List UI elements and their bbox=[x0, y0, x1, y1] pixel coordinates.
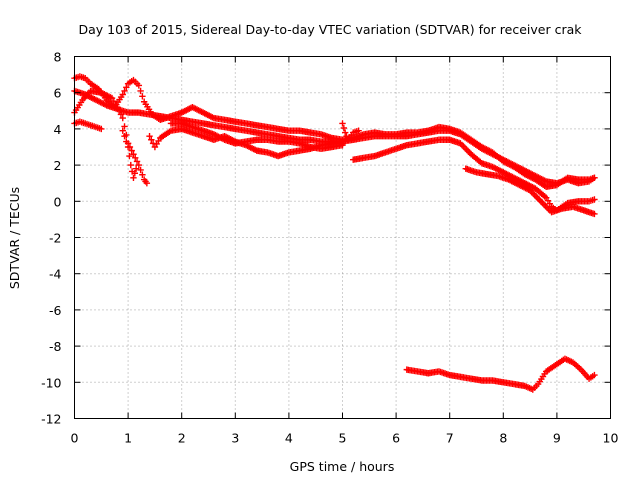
series-track-b bbox=[71, 73, 598, 191]
y-tick-label: -6 bbox=[49, 303, 62, 318]
x-tick-label: 0 bbox=[71, 431, 79, 446]
data-point bbox=[124, 143, 132, 151]
y-tick-label: -8 bbox=[49, 339, 62, 354]
data-point bbox=[115, 107, 123, 114]
x-tick-label: 2 bbox=[178, 431, 186, 446]
y-tick-label: 2 bbox=[54, 158, 62, 173]
grid bbox=[74, 56, 611, 419]
data-point bbox=[133, 158, 141, 165]
y-tick-label: 4 bbox=[54, 122, 62, 137]
data-point bbox=[146, 132, 153, 140]
x-tick-label: 6 bbox=[392, 431, 400, 446]
data-point bbox=[123, 84, 130, 91]
data-point bbox=[340, 124, 348, 132]
series-track-d bbox=[71, 118, 105, 133]
data-point bbox=[119, 91, 126, 98]
x-tick-label: 8 bbox=[499, 431, 507, 446]
data-point bbox=[135, 161, 143, 169]
data-point bbox=[126, 152, 133, 160]
data-point bbox=[119, 127, 126, 134]
x-tick-label: 5 bbox=[339, 431, 347, 446]
data-point bbox=[130, 151, 137, 158]
series-track-j bbox=[462, 165, 598, 218]
data-point bbox=[117, 111, 125, 118]
series-track-i bbox=[350, 136, 598, 214]
data-point bbox=[343, 132, 350, 140]
series-track-h bbox=[339, 120, 362, 143]
y-tick-label: -10 bbox=[41, 375, 61, 390]
y-tick-label: -12 bbox=[41, 412, 61, 427]
y-tick-label: 6 bbox=[54, 86, 62, 101]
data-point bbox=[121, 132, 128, 140]
data-point bbox=[123, 138, 130, 145]
x-tick-label: 1 bbox=[124, 431, 132, 446]
y-tick-label: -2 bbox=[49, 231, 61, 246]
data-point bbox=[98, 125, 105, 133]
x-axis-label: GPS time / hours bbox=[290, 459, 395, 474]
axis-ticks: 0 1 2 3 4 5 6 7 8 9 10 -12 -10 -8 -6 -4 -2 0 2 4 6 8 bbox=[41, 50, 618, 446]
data-point bbox=[137, 87, 144, 95]
series-track-k bbox=[403, 355, 598, 393]
data-point bbox=[132, 154, 139, 162]
data-point bbox=[114, 103, 121, 111]
data-point bbox=[591, 371, 598, 379]
series-track-e bbox=[119, 127, 140, 181]
data-point bbox=[130, 174, 137, 181]
data-point bbox=[143, 180, 151, 187]
series-track-g bbox=[167, 120, 346, 153]
chart-title: Day 103 of 2015, Sidereal Day-to-day VTE… bbox=[79, 22, 583, 37]
data-point bbox=[139, 93, 146, 100]
data-point bbox=[148, 136, 155, 143]
data-points bbox=[71, 73, 598, 393]
data-point bbox=[119, 114, 126, 122]
data-point bbox=[591, 210, 598, 218]
x-tick-label: 10 bbox=[603, 431, 619, 446]
data-point bbox=[139, 171, 146, 178]
data-point bbox=[135, 82, 143, 89]
data-point bbox=[355, 127, 362, 134]
x-tick-label: 4 bbox=[285, 431, 293, 446]
data-point bbox=[121, 87, 128, 95]
data-point bbox=[121, 123, 128, 130]
data-point bbox=[341, 129, 349, 136]
data-point bbox=[339, 141, 346, 149]
y-axis-label: SDTVAR / TECUs bbox=[7, 187, 22, 289]
data-point bbox=[132, 165, 140, 172]
x-tick-label: 3 bbox=[231, 431, 239, 446]
y-tick-label: 0 bbox=[54, 194, 62, 209]
data-point bbox=[591, 174, 598, 181]
x-tick-label: 7 bbox=[446, 431, 454, 446]
data-point bbox=[137, 166, 144, 174]
data-point bbox=[128, 147, 135, 154]
data-point bbox=[591, 196, 598, 203]
data-point bbox=[131, 170, 138, 177]
data-point bbox=[127, 161, 134, 169]
series-track-c bbox=[71, 87, 151, 187]
x-tick-label: 9 bbox=[553, 431, 561, 446]
y-tick-label: -4 bbox=[49, 267, 62, 282]
y-tick-label: 8 bbox=[54, 50, 62, 65]
data-point bbox=[339, 120, 346, 127]
